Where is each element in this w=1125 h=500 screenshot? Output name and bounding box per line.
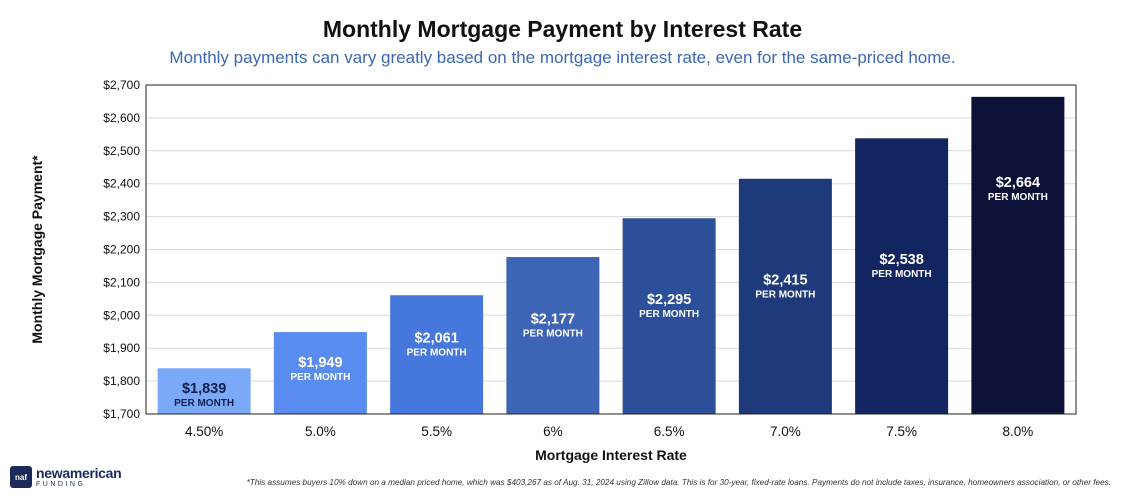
x-tick-label: 5.5% [421,424,452,439]
chart-subtitle: Monthly payments can vary greatly based … [169,48,956,67]
bar-value-label: $2,664 [996,175,1040,191]
y-tick-label: $2,300 [103,210,140,224]
bar-sublabel: PER MONTH [872,269,932,280]
bar-sublabel: PER MONTH [174,398,234,409]
bar [273,332,367,414]
brand-wordmark: newamerican FUNDING [36,465,122,488]
x-tick-label: 4.50% [185,424,223,439]
bar [390,295,484,414]
bar-value-label: $2,415 [763,272,807,288]
brand-subtitle: FUNDING [36,481,86,488]
bar-value-label: $2,538 [879,252,923,268]
y-tick-label: $2,700 [103,78,140,92]
x-axis-label: Mortgage Interest Rate [535,447,687,463]
chart-title: Monthly Mortgage Payment by Interest Rat… [322,16,803,42]
x-tick-label: 6.5% [654,424,685,439]
bar [622,218,716,414]
bar-value-label: $1,949 [298,355,342,371]
y-tick-label: $1,700 [103,407,140,421]
bar-sublabel: PER MONTH [988,192,1048,203]
y-axis-ticks: $1,700 $1,800 $1,900 $2,000 $2,100 $2,200 $2,3… [103,78,140,421]
y-tick-label: $2,200 [103,243,140,257]
bar-sublabel: PER MONTH [290,372,350,383]
y-tick-label: $2,500 [103,144,140,158]
footnote: *This assumes buyers 10% down on a media… [246,478,1111,487]
bar [738,178,832,414]
bar-sublabel: PER MONTH [755,289,815,300]
x-axis-ticks: 4.50% 5.0% 5.5% 6% 6.5% 7.0% 7.5% 8.0% [185,424,1033,439]
y-tick-label: $2,100 [103,275,140,289]
bars [157,96,1065,415]
x-tick-label: 7.5% [886,424,917,439]
bar-sublabel: PER MONTH [407,348,467,359]
brand-mark-icon: naf [10,466,32,488]
x-tick-label: 6% [543,424,563,439]
y-tick-label: $1,800 [103,374,140,388]
x-tick-label: 5.0% [305,424,336,439]
bar-sublabel: PER MONTH [639,309,699,320]
y-tick-label: $2,600 [103,111,140,125]
y-tick-label: $2,000 [103,308,140,322]
brand-logo: naf newamerican FUNDING [10,464,122,490]
x-tick-label: 7.0% [770,424,801,439]
y-axis-label: Monthly Mortgage Payment* [29,155,45,344]
bar-value-label: $1,839 [182,381,226,397]
y-tick-label: $1,900 [103,341,140,355]
bar-value-label: $2,295 [647,292,691,308]
bar [855,138,949,414]
brand-name: newamerican [36,465,122,481]
bar [506,257,600,414]
bar-value-label: $2,061 [414,331,458,347]
bar-value-label: $2,177 [531,312,575,328]
y-tick-label: $2,400 [103,177,140,191]
plot-frame [145,84,1077,415]
bar [971,96,1065,415]
bar-sublabel: PER MONTH [523,329,583,340]
bar [157,368,251,414]
x-tick-label: 8.0% [1002,424,1033,439]
